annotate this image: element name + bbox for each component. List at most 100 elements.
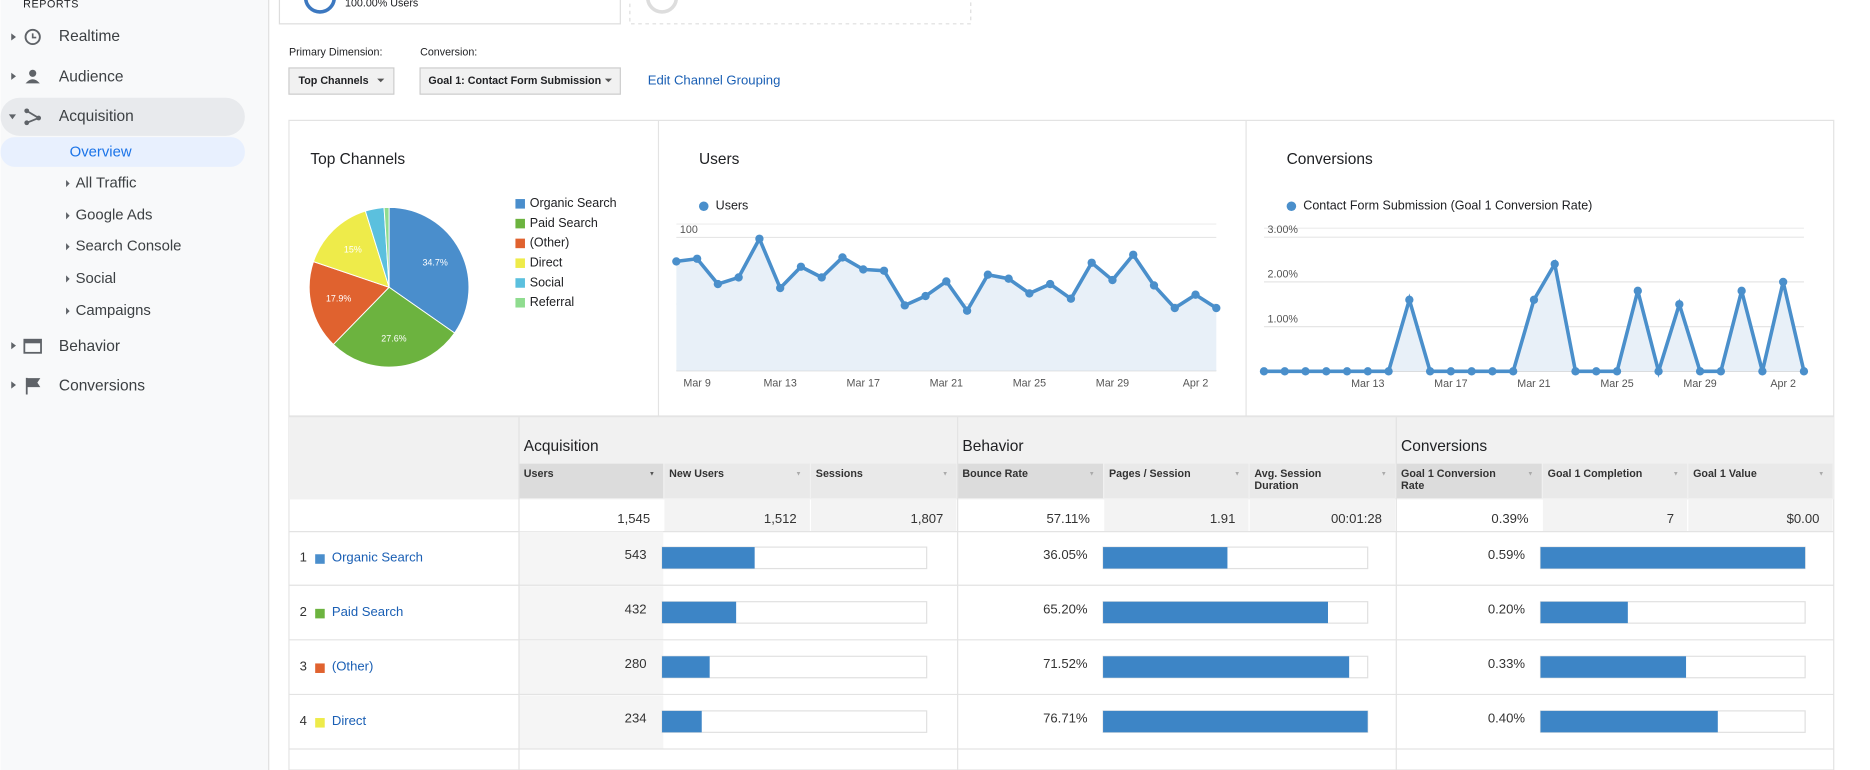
dropdown[interactable] [419, 67, 621, 95]
nav-subitem[interactable]: Search Console [76, 239, 182, 255]
point [1425, 367, 1435, 376]
legend-swatch [515, 218, 525, 229]
column-header [1104, 463, 1249, 499]
conversion-value: 0.40% [1488, 711, 1526, 726]
point [817, 273, 826, 282]
edit-link[interactable]: Edit Channel Grouping [648, 73, 781, 88]
total-cell [1104, 499, 1249, 532]
pie-slice [332, 286, 456, 368]
sort-icon [1674, 472, 1678, 476]
point [1170, 303, 1179, 313]
dropdown-value[interactable]: Goal 1: Contact Form Submission [428, 75, 601, 87]
slice-label: 27.6% [381, 333, 406, 343]
point [1322, 367, 1331, 376]
section-title: Behavior [962, 438, 1023, 455]
column-header [811, 463, 957, 499]
legend-label: Contact Form Submission (Goal 1 Conversi… [1303, 199, 1592, 213]
nav-item[interactable]: Realtime [59, 28, 120, 45]
column-header-label: Users [524, 468, 554, 480]
rank: 3 [300, 658, 307, 673]
rank: 2 [300, 604, 307, 619]
bar [662, 547, 755, 569]
dropdown[interactable] [288, 67, 395, 95]
rank: 1 [300, 549, 307, 564]
active-item-bg [0, 97, 245, 136]
total-cell [1688, 499, 1833, 532]
empty-card [629, 0, 972, 25]
pie-slice [383, 206, 390, 288]
bar [662, 710, 702, 733]
bar [1540, 547, 1806, 569]
point [1488, 367, 1497, 376]
pie-slice [312, 210, 390, 289]
point [755, 234, 764, 243]
conversion-value: 0.20% [1488, 602, 1526, 617]
point [1446, 367, 1456, 376]
legend-dot [698, 201, 709, 211]
bar [662, 601, 737, 624]
total-cell [1542, 499, 1688, 532]
column-header-label: Goal 1 Completion [1548, 468, 1643, 480]
y-tick-label: 1.00% [1268, 313, 1299, 325]
nav-subitem[interactable]: All Traffic [76, 175, 137, 191]
nav-subitem[interactable]: Social [76, 271, 117, 287]
point [1571, 367, 1580, 376]
channel-link[interactable]: (Other) [332, 658, 374, 673]
dropdown-caret [377, 78, 385, 83]
control-label: Primary Dimension: [289, 46, 383, 58]
channel-link[interactable]: Organic Search [332, 549, 423, 564]
legend-label: Direct [530, 255, 563, 269]
sort-icon [796, 472, 801, 476]
legend-label: (Other) [530, 236, 570, 250]
point [1108, 275, 1117, 285]
channel-link[interactable]: Paid Search [332, 604, 403, 619]
point [1212, 303, 1221, 313]
point [1778, 277, 1788, 287]
users-cell [519, 640, 664, 695]
point [983, 270, 993, 279]
total-cell [957, 499, 1104, 532]
conversion-value: 0.59% [1488, 547, 1526, 562]
area [1263, 264, 1804, 372]
point [921, 291, 930, 301]
point [962, 306, 972, 315]
nav-item[interactable]: Acquisition [59, 108, 134, 125]
total-cell [664, 499, 810, 532]
column-header-label: Duration [1254, 480, 1298, 492]
dropdown-value[interactable]: Top Channels [298, 75, 368, 87]
users-cell [519, 531, 664, 586]
bar [1103, 547, 1228, 569]
nav-subitem[interactable]: Overview [70, 145, 132, 161]
sort-icon [1381, 472, 1386, 476]
users-value: 432 [625, 602, 647, 617]
sidebar-heading: REPORTS [23, 0, 79, 11]
point [1550, 259, 1559, 269]
nav-subitem[interactable]: Campaigns [76, 303, 151, 319]
point [692, 254, 702, 263]
point [1799, 367, 1809, 376]
point [734, 273, 743, 282]
legend-dot [1286, 201, 1297, 211]
point [1384, 367, 1393, 376]
sort-icon [1089, 472, 1094, 476]
nav-item[interactable]: Behavior [59, 338, 120, 355]
section-title: Conversions [1401, 438, 1487, 455]
legend-label: Paid Search [530, 216, 598, 230]
point [1405, 295, 1414, 304]
channel-link[interactable]: Direct [332, 713, 367, 728]
pie-slice [388, 206, 470, 334]
channel-swatch [315, 663, 325, 673]
point [1737, 286, 1746, 296]
nav-item[interactable]: Conversions [59, 377, 145, 394]
x-tick-label: Mar 13 [763, 378, 796, 390]
summary-card [278, 0, 621, 25]
slice-label: 15% [344, 244, 362, 254]
nav-item[interactable]: Audience [59, 69, 124, 86]
channel-swatch [315, 608, 325, 619]
total-value: 1,807 [911, 511, 944, 526]
sort-icon [943, 472, 947, 476]
rank: 4 [300, 713, 307, 728]
legend-swatch [515, 238, 525, 249]
nav-subitem[interactable]: Google Ads [76, 208, 153, 224]
